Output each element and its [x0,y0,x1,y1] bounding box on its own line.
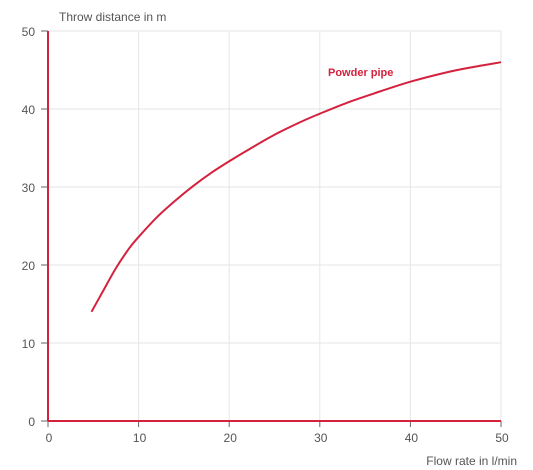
y-tick-label-0: 0 [28,415,35,429]
x-tick-label-30: 30 [314,431,328,445]
series-line-powder-pipe [90,61,502,313]
y-tick-label-10: 10 [22,337,36,351]
y-tick-label-40: 40 [22,103,36,117]
y-axis-title: Throw distance in m [59,10,166,24]
series-label-powder-pipe: Powder pipe [328,67,393,79]
axes [47,31,501,422]
x-tick-label-50: 50 [495,431,509,445]
tick-marks [41,30,502,427]
tick-labels: 0 10 20 30 40 50 0 10 20 30 40 50 [22,25,509,445]
x-axis-title: Flow rate in l/min [426,454,517,468]
x-tick-label-10: 10 [133,431,147,445]
grid-lines [48,30,502,421]
y-tick-label-50: 50 [22,25,36,39]
y-tick-label-30: 30 [22,181,36,195]
x-tick-label-40: 40 [405,431,419,445]
y-tick-label-20: 20 [22,259,36,273]
x-tick-label-0: 0 [46,431,53,445]
x-tick-label-20: 20 [224,431,238,445]
